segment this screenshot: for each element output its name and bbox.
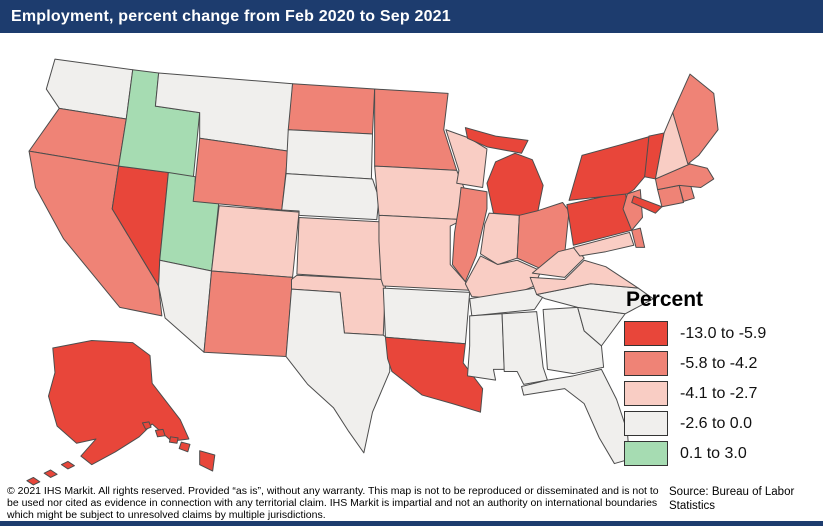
state-in: Indiana <box>480 213 519 264</box>
map-title: Employment, percent change from Feb 2020… <box>11 7 451 25</box>
state-nm: New Mexico <box>204 271 293 357</box>
legend-row: -13.0 to -5.9 <box>624 321 820 346</box>
state-nh: New Hampshire <box>655 113 690 179</box>
state-mn: Minnesota <box>375 89 457 170</box>
states-group: WashingtonOregonCaliforniaNevadaIdahoUta… <box>27 59 718 485</box>
state-de: Delaware <box>632 228 645 247</box>
state-hi: Hawaii <box>142 422 151 429</box>
state-md: Maryland <box>573 232 633 256</box>
legend-label: -5.8 to -4.2 <box>680 354 758 372</box>
legend-swatch <box>624 441 668 466</box>
state-ia: Iowa <box>375 166 468 220</box>
state-la: Louisiana <box>385 337 482 412</box>
legend-row: 0.1 to 3.0 <box>624 441 820 466</box>
state-sd: South Dakota <box>286 130 372 179</box>
state-al: Alabama <box>502 312 547 385</box>
map-legend: Percent -13.0 to -5.9 -5.8 to -4.2 -4.1 to… <box>624 288 820 471</box>
state-me: Maine <box>673 74 718 164</box>
us-choropleth-map: WashingtonOregonCaliforniaNevadaIdahoUta… <box>0 33 823 491</box>
state-ak: Alaska <box>61 461 74 468</box>
state-nd: North Dakota <box>288 84 374 134</box>
state-mi: Michigan <box>465 128 528 154</box>
legend-swatch <box>624 381 668 406</box>
state-hi: Hawaii <box>200 451 215 471</box>
legend-row: -5.8 to -4.2 <box>624 351 820 376</box>
state-co: Colorado <box>212 206 299 278</box>
state-hi: Hawaii <box>179 442 190 452</box>
legend-title: Percent <box>626 288 704 311</box>
legend-row: -4.1 to -2.7 <box>624 381 820 406</box>
state-ar: Arkansas <box>383 288 469 344</box>
source-note: Source: Bureau of Labor Statistics <box>669 486 795 513</box>
state-ne: Nebraska <box>282 174 379 220</box>
state-mi: Michigan <box>487 153 543 217</box>
legend-label: 0.1 to 3.0 <box>680 444 747 462</box>
legend-swatch <box>624 321 668 346</box>
legend-swatch <box>624 351 668 376</box>
disclaimer: © 2021 IHS Markit. All rights reserved. … <box>7 485 659 521</box>
state-ma: Massachusetts <box>655 164 713 190</box>
state-ak: Alaska <box>27 477 40 484</box>
state-va: Virginia <box>530 260 638 294</box>
state-ak: Alaska <box>48 341 188 465</box>
legend-label: -2.6 to 0.0 <box>680 414 753 432</box>
title-bar: Employment, percent change from Feb 2020… <box>0 0 823 33</box>
state-hi: Hawaii <box>169 437 178 443</box>
state-il: Illinois <box>452 188 487 282</box>
state-ks: Kansas <box>297 217 381 279</box>
state-tn: Tennessee <box>470 288 543 316</box>
state-tx: Texas <box>286 289 390 453</box>
state-ms: Mississippi <box>468 314 505 380</box>
legend-items: -13.0 to -5.9 -5.8 to -4.2 -4.1 to -2.7 -2.… <box>624 321 820 466</box>
legend-row: -2.6 to 0.0 <box>624 411 820 436</box>
state-ak: Alaska <box>44 470 57 477</box>
state-az: Arizona <box>159 260 212 352</box>
bottom-bar <box>0 521 823 526</box>
legend-label: -4.1 to -2.7 <box>680 384 758 402</box>
state-oh: Ohio <box>517 202 569 268</box>
state-ny: New York <box>632 196 662 213</box>
state-hi: Hawaii <box>155 429 165 436</box>
state-wy: Wyoming <box>193 138 288 210</box>
state-fl: Florida <box>522 369 630 463</box>
legend-label: -13.0 to -5.9 <box>680 324 767 342</box>
legend-swatch <box>624 411 668 436</box>
